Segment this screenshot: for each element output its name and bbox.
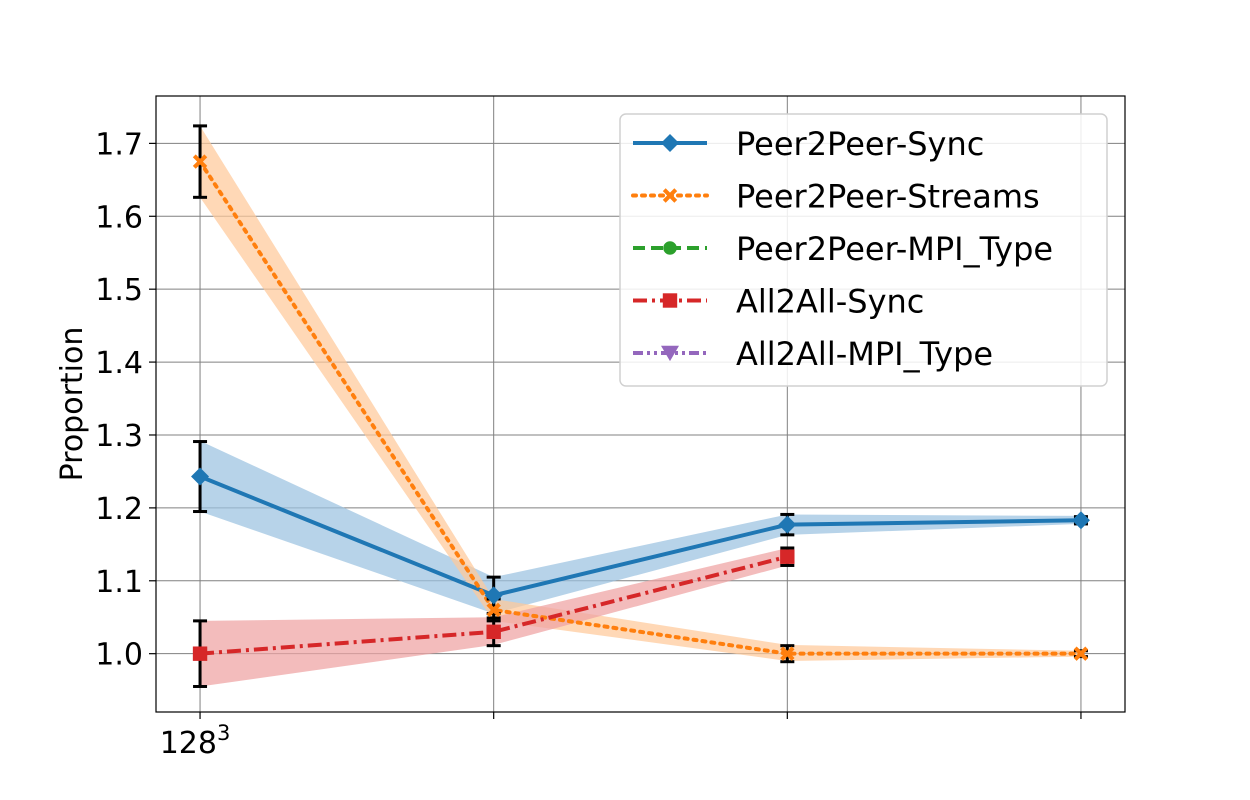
y-tick-label-0: 1.0 [95,638,143,673]
series-1-point-1 [486,602,501,618]
x-tick-label-0: 1283 [160,721,231,761]
y-tick-label-2: 1.2 [95,492,143,527]
legend-label-1: Peer2Peer-Streams [736,178,1040,216]
legend-label-2: Peer2Peer-MPI_Type [736,230,1053,268]
series-3-line [199,554,788,656]
series-1-line [198,159,1083,656]
y-tick-label-7: 1.7 [95,127,143,162]
series-0-point-0 [191,467,210,486]
legend-box [619,113,1108,387]
series-1-point-2 [780,646,795,661]
legend-marker-4 [661,345,679,362]
x-tick-label-exponent: 3 [217,721,230,745]
series-1-point-3 [1073,646,1089,661]
y-axis-ticks: 1.0 1.1 1.2 1.3 1.4 1.5 1.6 1.7 [95,127,156,673]
series-0-band [200,440,1081,614]
legend-label-0: Peer2Peer-Sync [736,125,984,163]
legend-label-3: All2All-Sync [736,283,924,321]
series-markers [191,154,1090,661]
series-1-point-0 [192,154,208,169]
series-3-point-1 [486,624,501,640]
series-3-point-0 [192,646,208,661]
series-3-point-2 [780,549,795,564]
legend-marker-2 [663,241,677,255]
y-tick-label-3: 1.3 [95,419,143,454]
y-tick-label-1: 1.1 [95,565,143,600]
series-0-point-2 [778,515,797,534]
x-axis-ticks: 1283 [160,712,1082,761]
legend-label-4: All2All-MPI_Type [736,335,993,373]
legend-marker-1 [662,188,678,203]
series-0-line [199,474,1081,598]
series-0-point-3 [1071,511,1090,530]
series-lines [198,159,1083,656]
y-tick-label-6: 1.6 [95,200,143,235]
legend: Peer2Peer-Sync Peer2Peer-Streams Peer2Peer… [619,113,1108,387]
y-tick-label-4: 1.4 [95,346,143,381]
plot-frame [155,95,1126,713]
legend-marker-0 [661,134,679,152]
legend-marker-3 [662,293,678,308]
y-axis-label: Proportion [55,327,90,482]
y-tick-label-5: 1.5 [95,273,143,308]
x-tick-label-base: 128 [160,726,217,761]
series-0-point-1 [484,586,503,605]
